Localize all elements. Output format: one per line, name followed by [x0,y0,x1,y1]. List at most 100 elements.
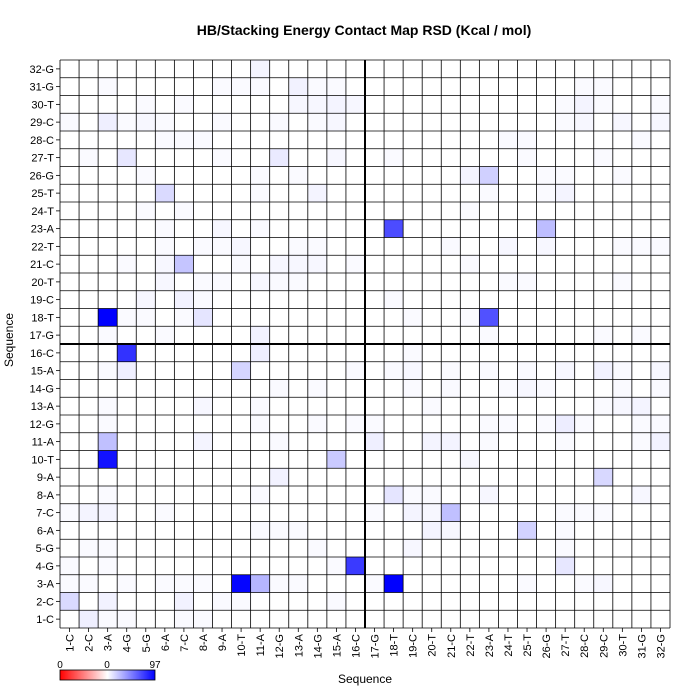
heatmap-cell-28-C-31-G [574,77,594,96]
x-tick-label: 25-T [522,634,534,657]
heatmap-cell-26-G-14-G [536,379,556,398]
heatmap-cell-6-A-28-C [155,131,175,149]
heatmap-cell-14-G-30-T [307,95,327,114]
heatmap-cell-19-C-8-A [403,486,423,504]
x-tick-label: 11-A [255,633,267,656]
heatmap-cell-6-A-17-G [155,326,175,344]
heatmap-cell-6-A-23-A [155,219,175,238]
x-tick-label: 29-C [598,634,610,658]
heatmap-cell-8-A-22-T [193,237,213,256]
heatmap-cell-11-A-25-T [250,184,270,202]
y-tick-label: 5-G [36,543,54,555]
heatmap-cell-1-C-7-C [60,503,80,522]
heatmap-cell-30-T-26-G [612,166,632,185]
y-tick-label: 6-A [37,525,55,537]
heatmap-cell-8-A-19-C [193,290,213,309]
heatmap-cell-22-T-24-T [460,202,480,220]
x-tick-labels: 1-C 2-C 3-A 4-G 5-G 6-A 7-C 8-A 9-A 10-T 11-A 12-G 1… [65,628,667,658]
y-tick-label: 29-C [30,117,54,129]
heatmap-cell-12-G-9-A [269,468,289,486]
heatmap-cell-11-A-20-T [250,273,270,291]
x-tick-label: 17-G [370,634,382,658]
heatmap-cell-19-C-16-C [403,344,423,362]
heatmap-cell-27-T-11-A [555,432,575,451]
heatmap-cell-12-G-20-T [269,273,289,291]
y-tick-label: 11-A [32,437,55,449]
heatmap-cell-14-G-5-G [307,539,327,557]
heatmap-cell-10-T-31-G [231,77,251,96]
heatmap-cell-31-G-8-A [631,486,651,504]
heatmap-cell-21-C-6-A [441,521,461,540]
heatmap-cell-27-T-7-C [555,503,575,522]
heatmap-cell-3-A-11-A [98,432,118,451]
y-tick-label: 24-T [31,206,54,218]
heatmap-cell-28-C-7-C [574,503,594,522]
heatmap-cell-18-T-27-T [384,148,404,167]
heatmap-cell-32-G-14-G [650,379,670,398]
heatmap-cell-32-G-22-T [650,237,670,256]
heatmap-cell-18-T-15-A [384,361,404,380]
heatmap-cell-9-A-2-C [212,592,232,611]
color-scale-mid-label: 0 [104,660,110,671]
heatmap-cell-9-A-27-T [212,148,232,167]
x-tick-label: 3-A [103,633,115,651]
x-tick-label: 22-T [465,634,477,657]
y-tick-label: 20-T [31,277,54,289]
heatmap-cell-6-A-29-C [155,113,175,131]
heatmap-cell-24-T-22-T [498,237,518,256]
heatmap-cell-32-G-11-A [650,432,670,451]
heatmap-cell-23-A-26-G [479,166,499,185]
heatmap-cell-8-A-20-T [193,273,213,291]
heatmap-cell-11-A-8-A [250,486,270,504]
x-tick-label: 13-A [293,633,305,657]
heatmap-cell-27-T-29-C [555,113,575,131]
heatmap-cell-13-A-6-A [288,521,308,540]
heatmap-cell-3-A-1-C [98,610,118,628]
x-tick-label: 24-T [503,634,515,657]
heatmap-cell-15-A-27-T [326,148,346,167]
x-tick-label: 23-A [484,633,496,657]
heatmap-cell-3-A-13-A [98,397,118,415]
y-tick-label: 27-T [31,153,54,165]
heatmap-cell-26-G-26-G [536,166,556,185]
heatmap-cell-21-C-11-A [441,432,461,451]
heatmap-cell-11-A-32-G [250,60,270,78]
heatmap-cell-4-G-1-C [117,610,137,628]
heatmap-cell-18-T-3-A [384,574,404,593]
heatmap-cell-22-T-26-G [460,166,480,185]
heatmap-cell-19-C-18-T [403,308,423,327]
y-tick-label: 25-T [31,188,54,200]
y-tick-label: 8-A [37,490,55,502]
heatmap-cell-29-C-7-C [593,503,613,522]
heatmap-cell-23-A-11-A [479,432,499,451]
heatmap-cell-17-G-11-A [365,432,385,451]
heatmap-cell-23-A-25-T [479,184,499,202]
x-tick-label: 14-G [312,634,324,658]
heatmap-cell-20-T-11-A [422,432,442,451]
heatmap-cell-30-T-29-C [612,113,632,131]
heatmap-cell-5-G-19-C [136,290,156,309]
y-tick-label: 2-C [36,596,54,608]
heatmap-cell-7-C-19-C [174,290,194,309]
y-tick-label: 16-C [30,348,54,360]
heatmap-cell-31-G-17-G [631,326,651,344]
heatmap-cell-27-T-4-G [555,557,575,575]
heatmap-cell-6-A-25-T [155,184,175,202]
heatmap-cell-30-T-15-A [612,361,632,380]
heatmap-cell-14-G-12-G [307,415,327,433]
heatmap-cell-29-C-17-G [593,326,613,344]
heatmap-cell-13-A-3-A [288,574,308,593]
heatmap-cell-26-G-22-T [536,237,556,256]
heatmap-cell-5-G-18-T [136,308,156,327]
heatmap-cell-24-T-20-T [498,273,518,291]
chart-title: HB/Stacking Energy Contact Map RSD (Kcal… [197,22,532,38]
heatmap-cell-13-A-20-T [288,273,308,291]
y-tick-label: 4-G [36,561,54,573]
y-tick-label: 22-T [31,241,54,253]
heatmap-cell-21-C-14-G [441,379,461,398]
heatmap-cell-4-G-29-C [117,113,137,131]
heatmap-cell-8-A-13-A [193,397,213,415]
heatmap-cell-23-A-18-T [479,308,499,327]
heatmap-cell-20-T-8-A [422,486,442,504]
x-tick-label: 19-C [408,634,420,658]
